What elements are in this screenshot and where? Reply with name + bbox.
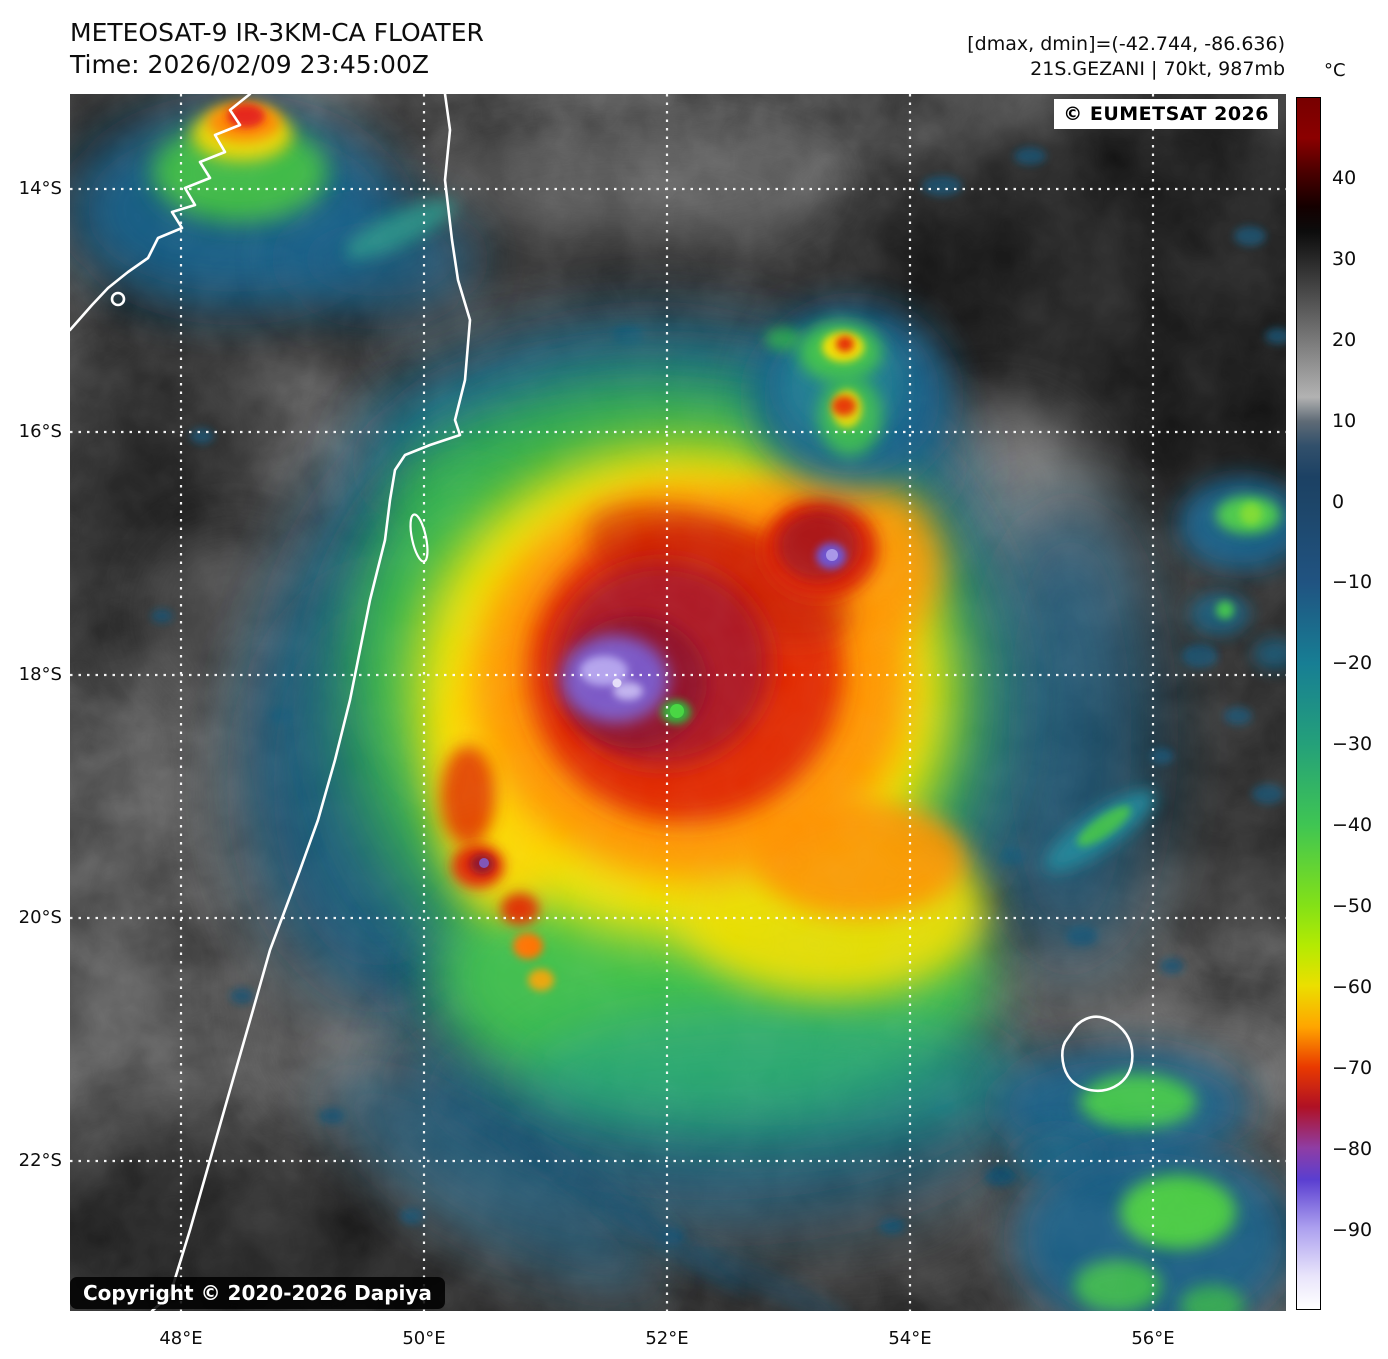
satellite-image (70, 94, 1286, 1311)
colorbar-tick: 30 (1332, 248, 1357, 270)
texture-overlay (70, 94, 1286, 1311)
colorbar-tick: −40 (1332, 814, 1373, 836)
colorbar-tick: 20 (1332, 329, 1357, 351)
storm-info: 21S.GEZANI | 70kt, 987mb (1030, 58, 1285, 80)
eumetsat-credit-badge: © EUMETSAT 2026 (1054, 99, 1278, 129)
lon-label: 56°E (1131, 1328, 1175, 1349)
reunion-island-outline (1061, 1015, 1134, 1093)
colorbar-tick: −90 (1332, 1219, 1373, 1241)
timestamp: Time: 2026/02/09 23:45:00Z (70, 50, 429, 79)
sainte-marie-island-outline (409, 513, 429, 563)
colorbar-tick: 0 (1332, 491, 1345, 513)
colorbar-tick: 40 (1332, 167, 1357, 189)
lat-label: 14°S (18, 178, 62, 199)
colorbar-unit: °C (1324, 60, 1346, 81)
satellite-map: © EUMETSAT 2026 Copyright © 2020-2026 Da… (70, 94, 1286, 1311)
lat-label: 20°S (18, 907, 62, 928)
madagascar-coastline (70, 94, 472, 1311)
lon-label: 54°E (888, 1328, 932, 1349)
colorbar-tick: −80 (1332, 1138, 1373, 1160)
graticule (70, 94, 1286, 1311)
dmax-dmin-readout: [dmax, dmin]=(-42.744, -86.636) (967, 33, 1285, 55)
lat-label: 16°S (18, 421, 62, 442)
page-title: METEOSAT-9 IR-3KM-CA FLOATER (70, 18, 484, 47)
lon-label: 50°E (402, 1328, 446, 1349)
colorbar-tick: −30 (1332, 733, 1373, 755)
lon-label: 48°E (159, 1328, 203, 1349)
colorbar-tick: 10 (1332, 410, 1357, 432)
colorbar-tick: −50 (1332, 895, 1373, 917)
copyright-badge: Copyright © 2020-2026 Dapiya (70, 1277, 445, 1309)
lat-label: 18°S (18, 664, 62, 685)
lon-label: 52°E (645, 1328, 689, 1349)
colorbar-tick: −60 (1332, 976, 1373, 998)
colorbar-tick: −70 (1332, 1057, 1373, 1079)
lat-label: 22°S (18, 1150, 62, 1171)
colorbar-tick: −10 (1332, 571, 1373, 593)
colorbar-tick: −20 (1332, 652, 1373, 674)
temperature-colorbar (1296, 97, 1321, 1310)
